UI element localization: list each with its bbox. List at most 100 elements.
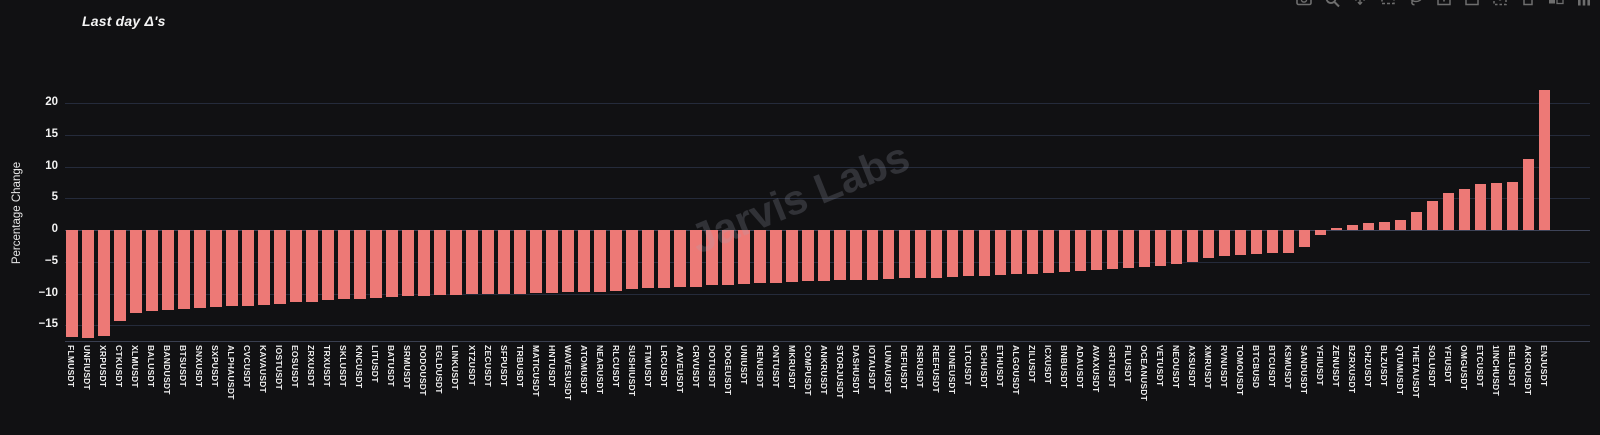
- bar-BLZUSDT[interactable]: [1378, 221, 1391, 230]
- box-select-icon[interactable]: [1380, 0, 1396, 8]
- bar-KAVAUSDT[interactable]: [258, 230, 270, 305]
- zoom-in-icon[interactable]: [1436, 0, 1452, 8]
- bar-CVCUSDT[interactable]: [242, 230, 254, 306]
- bar-SKLUSDT[interactable]: [338, 230, 350, 300]
- bar-FTMUSDT[interactable]: [642, 230, 654, 289]
- bar-ALGOUSDT[interactable]: [1010, 230, 1023, 275]
- bar-RUNEUSDT[interactable]: [946, 230, 959, 277]
- bar-ZECUSDT[interactable]: [482, 230, 494, 295]
- bar-QTUMUSDT[interactable]: [1394, 219, 1407, 230]
- bar-EGLDUSDT[interactable]: [434, 230, 446, 296]
- bar-SXPUSDT[interactable]: [210, 230, 222, 308]
- bar-LINKUSDT[interactable]: [450, 230, 462, 295]
- bar-BTSUSDT[interactable]: [178, 230, 190, 309]
- bar-ZENUSDT[interactable]: [1330, 228, 1343, 230]
- bar-YFIUSDT[interactable]: [1442, 192, 1455, 230]
- bar-KSMUSDT[interactable]: [1282, 230, 1295, 254]
- bar-HNTUSDT[interactable]: [546, 230, 558, 293]
- bar-THETAUSDT[interactable]: [1410, 212, 1423, 230]
- bar-BALUSDT[interactable]: [146, 230, 158, 312]
- bar-SUSHIUSDT[interactable]: [626, 230, 638, 290]
- bar-BZRXUSDT[interactable]: [1346, 224, 1359, 230]
- bar-ALPHAUSDT[interactable]: [226, 230, 238, 307]
- bar-LRCUSDT[interactable]: [658, 230, 670, 288]
- bar-SNXUSDT[interactable]: [194, 230, 206, 309]
- bar-ONTUSDT[interactable]: [770, 230, 782, 283]
- bar-LTCUSDT[interactable]: [962, 230, 975, 277]
- bar-NEOUSDT[interactable]: [1170, 230, 1183, 264]
- lasso-icon[interactable]: [1408, 0, 1424, 8]
- bar-XLMUSDT[interactable]: [130, 230, 142, 313]
- bar-BCHUSDT[interactable]: [978, 230, 991, 276]
- bar-RLCUSDT[interactable]: [610, 230, 622, 291]
- bar-CHZUSDT[interactable]: [1362, 223, 1375, 230]
- bar-UNIUSDT[interactable]: [738, 230, 750, 284]
- bar-FLMUSDT[interactable]: [66, 230, 78, 337]
- bar-DOTUSDT[interactable]: [706, 230, 718, 286]
- bar-SANDUSDT[interactable]: [1298, 230, 1311, 247]
- bar-EOSUSDT[interactable]: [290, 230, 302, 303]
- bar-BTCBUSD[interactable]: [1250, 230, 1263, 255]
- bar-DODOUSDT[interactable]: [418, 230, 430, 297]
- bar-LITUSDT[interactable]: [370, 230, 382, 298]
- bar-SRMUSDT[interactable]: [402, 230, 414, 297]
- bar-ZILUSDT[interactable]: [1026, 230, 1039, 274]
- bar-AVAXUSDT[interactable]: [1090, 230, 1103, 270]
- bar-STORJUSDT[interactable]: [834, 230, 846, 281]
- bar-BATUSDT[interactable]: [386, 230, 398, 297]
- bar-WAVESUSDT[interactable]: [562, 230, 574, 293]
- bar-SOLUSDT[interactable]: [1426, 200, 1439, 230]
- reset-axes-icon[interactable]: [1520, 0, 1536, 8]
- bar-VETUSDT[interactable]: [1154, 230, 1167, 266]
- bar-TRBUSDT[interactable]: [514, 230, 526, 294]
- bar-RVNUSDT[interactable]: [1218, 230, 1231, 257]
- bar-LUNAUSDT[interactable]: [882, 230, 894, 279]
- plotly-logo-icon[interactable]: [1576, 0, 1592, 8]
- bar-ZRXUSDT[interactable]: [306, 230, 318, 302]
- bar-IOSTUSDT[interactable]: [274, 230, 286, 304]
- bar-ANKRUSDT[interactable]: [818, 230, 830, 281]
- zoom-icon[interactable]: [1324, 0, 1340, 8]
- bar-TOMOUSDT[interactable]: [1234, 230, 1247, 255]
- bar-SFPUSDT[interactable]: [498, 230, 510, 294]
- bar-ADAUSDT[interactable]: [1074, 230, 1087, 272]
- bar-ICXUSDT[interactable]: [1042, 230, 1055, 274]
- bar-ETCUSDT[interactable]: [1474, 184, 1487, 230]
- bar-OCEANUSDT[interactable]: [1138, 230, 1151, 267]
- bar-XMRUSDT[interactable]: [1202, 230, 1215, 258]
- bar-ETHUSDT[interactable]: [994, 230, 1007, 276]
- bar-REEFUSDT[interactable]: [930, 230, 943, 278]
- bar-GRTUSDT[interactable]: [1106, 230, 1119, 269]
- bar-RSRUSDT[interactable]: [914, 230, 927, 278]
- bar-XRPUSDT[interactable]: [98, 230, 110, 337]
- bar-CTKUSDT[interactable]: [114, 230, 126, 321]
- bar-DEFIUSDT[interactable]: [898, 230, 911, 279]
- toggle-hover-icon[interactable]: [1548, 0, 1564, 8]
- bar-AAVEUSDT[interactable]: [674, 230, 686, 288]
- bar-AKROUSDT[interactable]: [1522, 158, 1535, 230]
- bar-XTZUSDT[interactable]: [466, 230, 478, 295]
- bar-1INCHUSDT[interactable]: [1490, 183, 1503, 230]
- bar-TRXUSDT[interactable]: [322, 230, 334, 300]
- camera-icon[interactable]: [1296, 0, 1312, 8]
- bar-MKRUSDT[interactable]: [786, 230, 798, 283]
- bar-BTCUSDT[interactable]: [1266, 230, 1279, 254]
- bar-ENJUSDT[interactable]: [1538, 89, 1551, 230]
- bar-BANDUSDT[interactable]: [162, 230, 174, 310]
- bar-KNCUSDT[interactable]: [354, 230, 366, 299]
- bar-CRVUSDT[interactable]: [690, 230, 702, 287]
- bar-FILUSDT[interactable]: [1122, 230, 1135, 269]
- bar-AXSUSDT[interactable]: [1186, 230, 1199, 262]
- bar-ATOMUSDT[interactable]: [578, 230, 590, 293]
- autoscale-icon[interactable]: [1492, 0, 1508, 8]
- bar-MATICUSDT[interactable]: [530, 230, 542, 293]
- bar-BELUSDT[interactable]: [1506, 181, 1519, 230]
- bar-DOGEUSDT[interactable]: [722, 230, 734, 285]
- bar-OMGUSDT[interactable]: [1458, 188, 1471, 230]
- bar-NEARUSDT[interactable]: [594, 230, 606, 292]
- bar-IOTAUSDT[interactable]: [866, 230, 878, 280]
- bar-RENUSDT[interactable]: [754, 230, 766, 284]
- bar-BNBUSDT[interactable]: [1058, 230, 1071, 272]
- zoom-out-icon[interactable]: [1464, 0, 1480, 8]
- bar-YFIIUSDT[interactable]: [1314, 230, 1327, 236]
